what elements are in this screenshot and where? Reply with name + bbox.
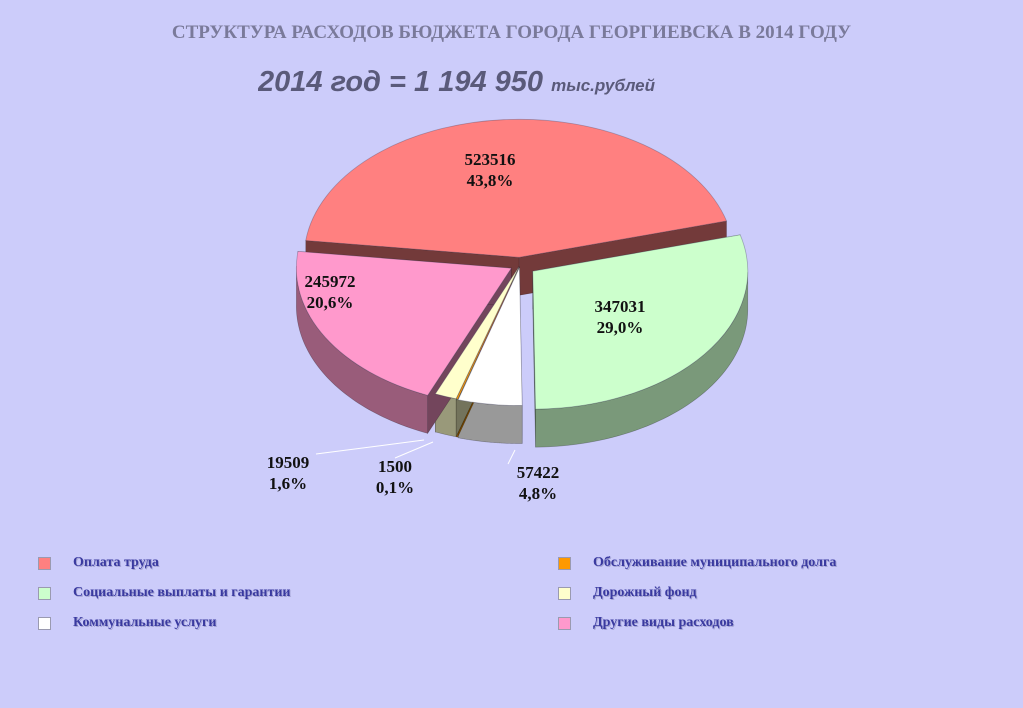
slice-other [295, 250, 513, 396]
legend-item-road-fund: Дорожный фонд [558, 583, 697, 603]
legend-item-salary: Оплата труда [38, 553, 159, 573]
total-amount: 2014 год = 1 194 950 [258, 66, 552, 96]
legend-label: Социальные выплаты и гарантии [73, 585, 291, 600]
slice-debt [455, 266, 520, 400]
percent-label-other: 20,6% [307, 293, 354, 312]
percent-label-debt: 0,1% [376, 478, 414, 497]
slice-salary [305, 118, 728, 258]
legend-label: Дорожный фонд [593, 585, 697, 600]
value-label-utilities: 57422 [517, 463, 560, 482]
legend-label: Обслуживание муниципального долга [593, 555, 837, 570]
value-label-other: 245972 [305, 272, 356, 291]
chart-title: СТРУКТУРА РАСХОДОВ БЮДЖЕТА ГОРОДА ГЕОРГИ… [171, 22, 852, 43]
legend-swatch [558, 556, 571, 570]
leader-line-debt [394, 441, 434, 459]
legend-swatch [38, 556, 51, 570]
legend-swatch [38, 616, 51, 630]
legend-swatch [558, 586, 571, 600]
slice-road-fund [434, 266, 520, 400]
legend-swatch [38, 586, 51, 600]
leader-line-utilities [507, 449, 516, 465]
pie-tops [295, 118, 749, 410]
legend-swatch [558, 616, 571, 630]
legend-item-debt: Обслуживание муниципального долга [558, 553, 836, 573]
total-unit: тыс.рублей [551, 76, 656, 95]
percent-label-social: 29,0% [597, 318, 644, 337]
legend-label: Оплата труда [73, 555, 159, 570]
leader-line-road-fund [315, 439, 425, 455]
value-label-road-fund: 19509 [267, 453, 310, 472]
total-subtitle: 2014 год = 1 194 950 тыс.рублей [258, 66, 778, 96]
legend-label: Другие виды расходов [593, 615, 734, 630]
value-label-debt: 1500 [378, 457, 412, 476]
slice-utilities [457, 267, 523, 406]
legend-label: Коммунальные услуги [73, 615, 217, 630]
percent-label-road-fund: 1,6% [269, 474, 307, 493]
percent-label-salary: 43,8% [467, 171, 514, 190]
slice-social [532, 234, 749, 410]
legend-item-utilities: Коммунальные услуги [38, 613, 216, 633]
legend-item-social: Социальные выплаты и гарантии [38, 583, 290, 603]
pie-labels: 523516 43,8% 347031 29,0% 57422 4,8% 1500 0,1% 1… [267, 150, 646, 503]
legend-item-other: Другие виды расходов [558, 613, 734, 633]
percent-label-utilities: 4,8% [519, 484, 557, 503]
value-label-salary: 523516 [465, 150, 516, 169]
value-label-social: 347031 [595, 297, 646, 316]
